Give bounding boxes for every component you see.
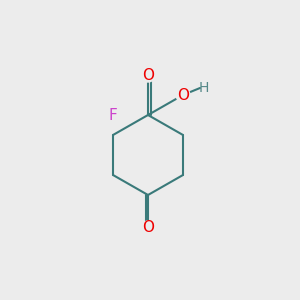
Circle shape	[176, 88, 190, 102]
Circle shape	[106, 108, 120, 122]
Text: H: H	[199, 81, 209, 95]
Text: O: O	[177, 88, 189, 103]
Text: F: F	[109, 107, 117, 122]
Text: O: O	[142, 68, 154, 82]
Text: O: O	[142, 220, 154, 236]
Circle shape	[141, 221, 155, 235]
Circle shape	[141, 68, 155, 82]
